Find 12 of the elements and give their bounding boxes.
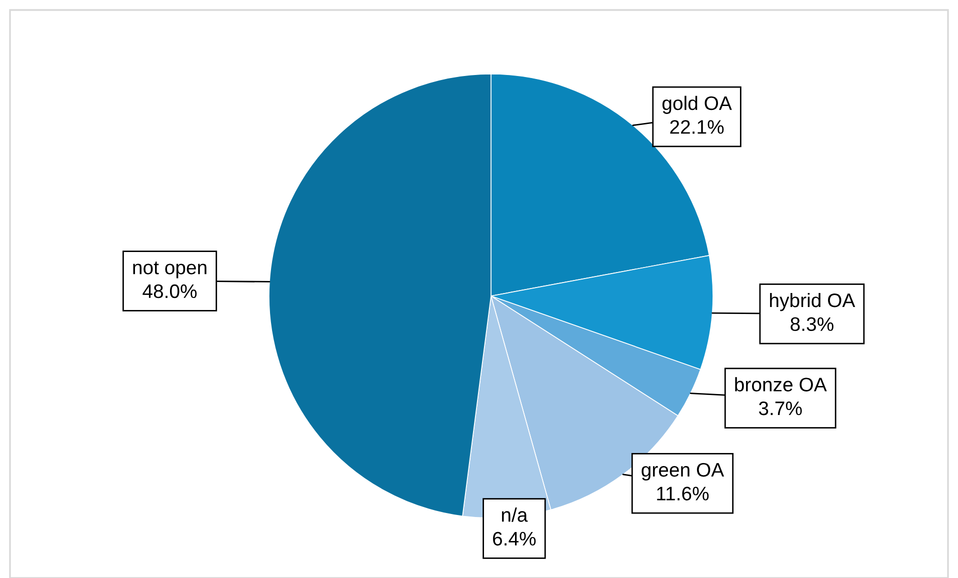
data-label: 8.3%	[790, 317, 834, 332]
data-label: 48.0%	[142, 284, 197, 298]
data-label: 22.1%	[670, 120, 724, 134]
data-label: 11.6%	[657, 486, 709, 500]
slice-label: green OA	[642, 462, 724, 481]
slice-label: n/a	[502, 508, 528, 522]
slice-label: not open	[133, 262, 206, 278]
data-label: 3.7%	[758, 401, 802, 416]
data-label: 6.4%	[493, 532, 536, 546]
slice-label: hybrid OA	[770, 292, 856, 312]
slice-label: bronze OA	[735, 377, 827, 392]
slice-label: gold OA	[662, 96, 732, 114]
